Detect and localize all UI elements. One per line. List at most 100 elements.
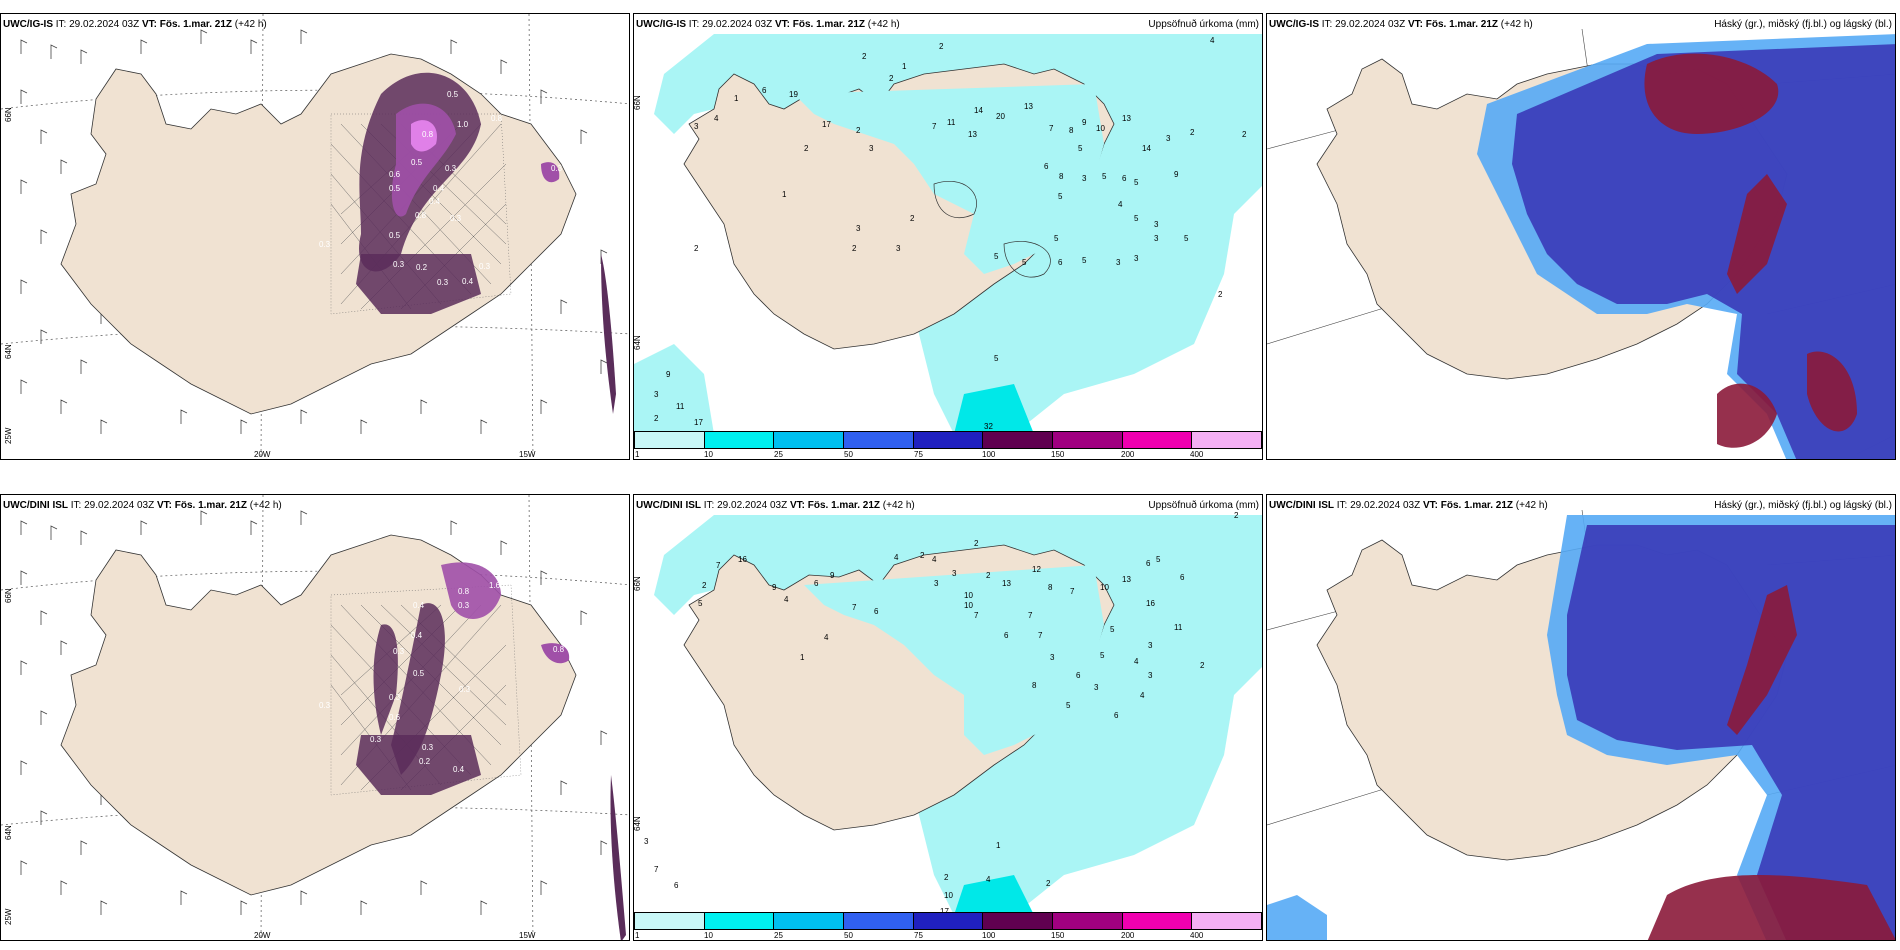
lat-label-66n: 66N: [633, 576, 642, 591]
value-label: 6: [1004, 631, 1009, 640]
colorbar-swatch: [704, 432, 775, 448]
map-canvas: [1, 14, 629, 459]
colorbar-tick: 100: [982, 931, 996, 940]
value-label: 3: [1154, 220, 1159, 229]
value-label: 0.8: [422, 130, 434, 139]
value-label: 2: [852, 244, 857, 253]
vt-label: VT:: [1407, 19, 1423, 30]
value-label: 7: [1038, 631, 1043, 640]
value-label: 12: [1032, 565, 1041, 574]
value-label: 0.3: [551, 164, 563, 173]
value-label: 1: [782, 190, 787, 199]
it-value: 29.02.2024 03Z: [717, 500, 788, 511]
value-label: 2: [862, 52, 867, 61]
value-label: 1.6: [489, 581, 501, 590]
value-label: 2: [1190, 128, 1195, 137]
colorbar-tick: 25: [774, 450, 783, 459]
value-label: 10: [944, 891, 953, 900]
cloud-mid-blue: [1567, 525, 1895, 940]
colorbar-swatch: [1192, 432, 1262, 448]
precip-area-sw: [634, 344, 714, 434]
lat-label-64n: 64N: [4, 344, 13, 359]
value-label: 3: [654, 390, 659, 399]
value-label: 9: [1082, 118, 1087, 127]
value-label: 16: [738, 555, 747, 564]
cloud-high-red: [1727, 585, 1797, 735]
value-label: 7: [716, 561, 721, 570]
value-label: 5: [1110, 625, 1115, 634]
value-label: 1: [996, 841, 1001, 850]
colorbar-tick: 200: [1121, 931, 1135, 940]
value-label: 20: [996, 112, 1005, 121]
value-label: 3: [1166, 134, 1171, 143]
precip-area-s: [954, 875, 1034, 915]
vt-value: Fös. 1.mar. 21Z: [174, 500, 248, 511]
value-label: 6: [1146, 559, 1151, 568]
model-name: UWC/DINI ISL: [1269, 500, 1334, 511]
value-label: 0.3: [437, 278, 449, 287]
panel-header: UWC/DINI ISL IT: 29.02.2024 03Z VT: Fös.…: [3, 500, 282, 511]
value-label: 11: [676, 402, 685, 411]
panel-header: UWC/DINI ISL IT: 29.02.2024 03Z VT: Fös.…: [636, 500, 915, 511]
value-label: 16: [1146, 599, 1155, 608]
value-label: 3: [1154, 234, 1159, 243]
cloud-high-red: [1717, 383, 1777, 448]
vt-label: VT:: [774, 19, 790, 30]
value-label: 10: [964, 601, 973, 610]
lat-label-64n: 64N: [633, 816, 642, 831]
value-label: 0.8: [458, 587, 470, 596]
lead-time: (+42 h): [1500, 19, 1533, 30]
colorbar-tick: 75: [914, 450, 923, 459]
value-label: 0.3: [319, 701, 331, 710]
vt-label: VT:: [141, 19, 157, 30]
colorbar-tick: 10: [704, 931, 713, 940]
colorbar-swatch: [1192, 913, 1262, 929]
lon-label-25w: 25W: [4, 427, 13, 444]
value-label: 0.5: [389, 231, 401, 240]
value-label: 2: [986, 571, 991, 580]
value-label: 2: [1218, 290, 1223, 299]
lat-label-66n: 66N: [633, 95, 642, 110]
map-canvas: [1, 495, 629, 940]
lead-time: (+42 h): [249, 500, 282, 511]
value-label: 7: [1028, 611, 1033, 620]
value-label: 4: [1118, 200, 1123, 209]
value-label: 6: [814, 579, 819, 588]
value-label: 0.3: [445, 164, 457, 173]
value-label: 13: [968, 130, 977, 139]
it-value: 29.02.2024 03Z: [1350, 500, 1421, 511]
colorbar-swatch: [913, 913, 984, 929]
colorbar-tick: 50: [844, 931, 853, 940]
value-label: 11: [947, 118, 956, 127]
colorbar-swatch: [983, 913, 1054, 929]
value-label: 0.3: [458, 601, 470, 610]
value-label: 0.5: [413, 669, 425, 678]
value-label: 5: [1058, 192, 1063, 201]
graticule: [1, 495, 629, 940]
lead-time: (+42 h): [882, 500, 915, 511]
map-canvas: [1267, 28, 1895, 459]
value-label: 2: [1046, 879, 1051, 888]
value-label: 2: [1234, 511, 1239, 520]
value-label: 6: [1114, 711, 1119, 720]
value-label: 14: [1142, 144, 1151, 153]
colorbar-tick: 25: [774, 931, 783, 940]
it-value: 29.02.2024 03Z: [69, 19, 140, 30]
iceland-land: [60, 53, 577, 415]
value-label: 10: [964, 591, 973, 600]
lon-label-15w: 15W: [519, 931, 536, 940]
value-label: 3: [856, 224, 861, 233]
colorbar-tick: 200: [1121, 450, 1135, 459]
value-label: 0.3: [479, 262, 491, 271]
value-label: 13: [1002, 579, 1011, 588]
value-label: 3: [1134, 254, 1139, 263]
colorbar-tick: 10: [704, 450, 713, 459]
value-label: 4: [1134, 657, 1139, 666]
colorbar-swatch: [1122, 913, 1193, 929]
value-label: 4: [894, 553, 899, 562]
map-panel-precip-top: UWC/IG-IS IT: 29.02.2024 03Z VT: Fös. 1.…: [633, 13, 1263, 460]
colorbar-tick: 400: [1190, 931, 1204, 940]
model-name: UWC/IG-IS: [636, 19, 686, 30]
value-label: 8: [1032, 681, 1037, 690]
value-label: 2: [889, 74, 894, 83]
